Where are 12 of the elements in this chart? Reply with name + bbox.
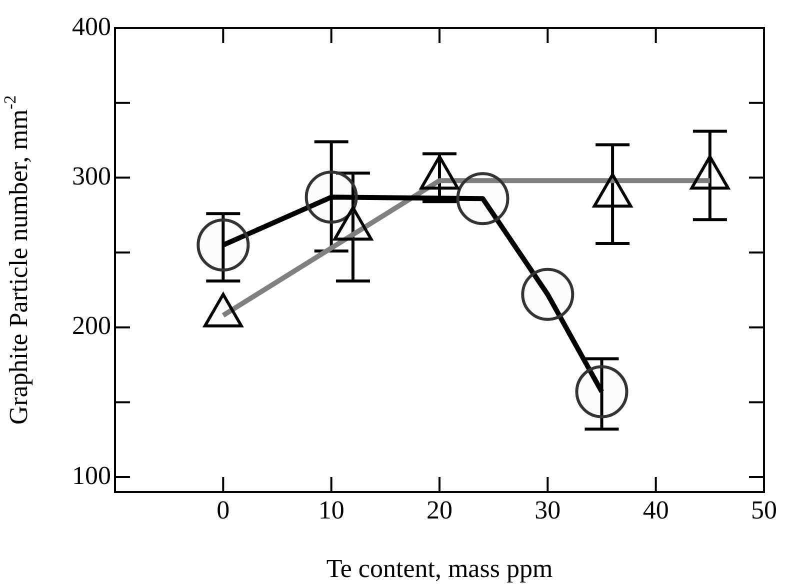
- x-tick-label: 40: [642, 495, 669, 524]
- x-tick-label: 30: [534, 495, 561, 524]
- x-axis-title: Te content, mass ppm: [326, 554, 553, 584]
- y-tick-label: 300: [72, 162, 111, 191]
- y-tick-label: 400: [72, 12, 111, 41]
- y-axis-title: Graphite Particle number, mm-2: [0, 95, 33, 425]
- x-tick-label: 50: [751, 495, 777, 524]
- x-tick-label: 20: [426, 495, 452, 524]
- x-tick-label: 10: [318, 495, 344, 524]
- y-tick-label: 200: [72, 311, 111, 340]
- y-tick-label: 100: [72, 460, 111, 490]
- x-tick-label: 0: [216, 495, 230, 524]
